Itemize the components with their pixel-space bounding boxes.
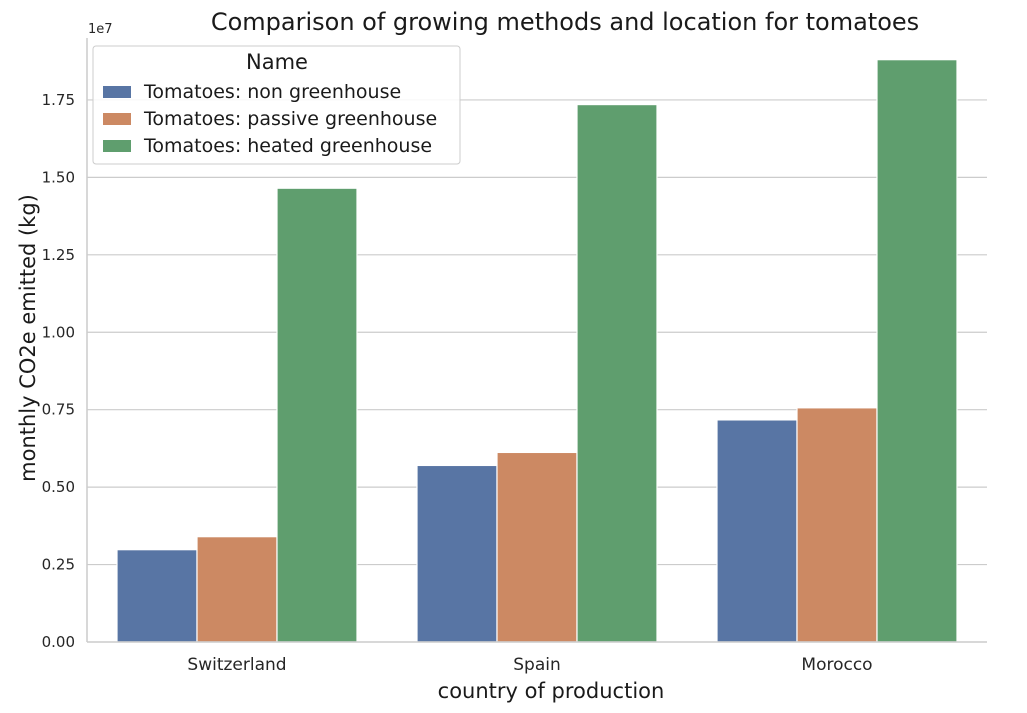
x-tick-labels: Switzerland Spain Morocco [187,655,872,675]
bar-switzerland-3 [276,187,358,643]
x-tick-label: Spain [513,655,561,675]
bar-morocco-3 [876,59,958,643]
x-axis-label: country of production [438,679,665,703]
bar-switzerland-2 [196,536,278,643]
axes [86,38,987,643]
y-tick-label: 0.00 [42,633,75,651]
bar-switzerland-1 [116,549,198,643]
x-tick-label: Switzerland [187,655,286,675]
chart-title: Comparison of growing methods and locati… [211,8,919,36]
bar-spain-1 [416,464,498,643]
legend-entry: Tomatoes: passive greenhouse [143,108,437,130]
y-axis-offset-label: 1e7 [88,22,113,37]
legend-frame [92,45,461,165]
bars [116,59,958,643]
y-tick-label: 1.00 [42,323,75,341]
x-tick-label: Morocco [801,655,872,675]
legend-entry: Tomatoes: non greenhouse [143,81,401,103]
legend-entry: Tomatoes: heated greenhouse [143,135,432,157]
y-tick-label: 1.50 [42,168,75,186]
y-tick-labels: 0.00 0.25 0.50 0.75 1.00 1.25 1.50 1.75 [42,91,75,651]
y-axis-label: monthly CO2e emitted (kg) [16,194,40,482]
legend-swatch [103,140,131,152]
legend-swatch [103,113,131,125]
bar-morocco-1 [716,419,798,643]
legend-title: Name [246,50,308,74]
y-tick-label: 1.25 [42,246,75,264]
y-tick-label: 1.75 [42,91,75,109]
bar-spain-3 [576,103,658,643]
bar-morocco-2 [796,407,878,643]
legend-swatch [103,86,131,98]
bar-spain-2 [496,451,578,643]
y-tick-label: 0.75 [42,401,75,419]
y-tick-label: 0.50 [42,478,75,496]
legend: Name Tomatoes: non greenhouse Tomatoes: p… [92,45,461,165]
y-tick-label: 0.25 [42,556,75,574]
